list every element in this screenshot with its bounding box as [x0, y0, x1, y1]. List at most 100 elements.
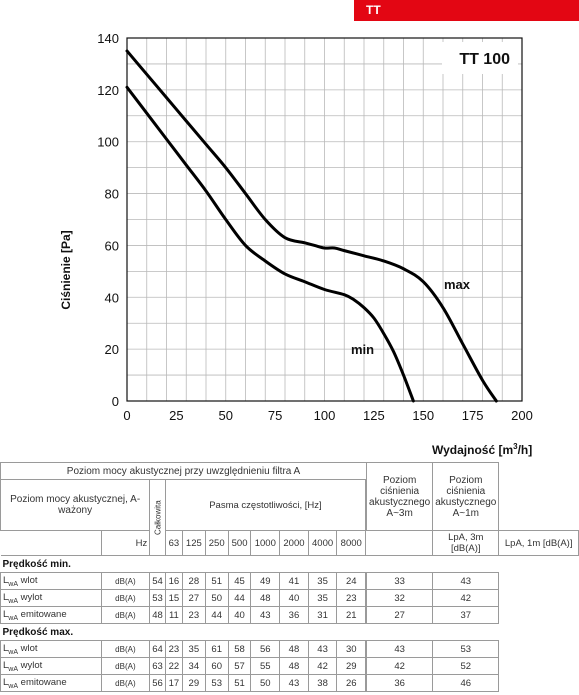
table-top-header: Poziom mocy akustycznej przy uwzględnien… — [0, 462, 368, 480]
band-value: 43 — [250, 606, 281, 624]
freq-125: 125 — [181, 530, 206, 556]
band-value: 26 — [336, 674, 367, 692]
pressure-3m-value: 43 — [366, 640, 434, 658]
table-row: LwA emitowane dB(A) 48 11 23 44 40 43 36 31 21 27 37 — [0, 606, 579, 624]
band-value: 31 — [307, 606, 338, 624]
band-value: 49 — [250, 572, 281, 590]
freq-2000: 2000 — [279, 530, 309, 556]
x-tick-label: 200 — [511, 408, 533, 423]
band-value: 43 — [307, 640, 338, 658]
table-row: LwA wlot dB(A) 64 23 35 61 58 56 48 43 30 43 53 — [0, 640, 579, 658]
pressure-1m-value: 43 — [432, 572, 500, 590]
acoustic-table: Poziom mocy akustycznej przy uwzględnien… — [0, 462, 579, 692]
band-value: 48 — [279, 657, 309, 675]
band-value: 38 — [307, 674, 338, 692]
band-value: 41 — [279, 572, 309, 590]
band-value: 55 — [250, 657, 281, 675]
band-value: 50 — [250, 674, 281, 692]
band-value: 53 — [204, 674, 229, 692]
band-value: 11 — [164, 606, 183, 624]
chart-title: TT 100 — [459, 51, 510, 68]
pressure-3m-value: 33 — [366, 572, 434, 590]
pressure-1m-value: 52 — [432, 657, 500, 675]
band-value: 40 — [227, 606, 252, 624]
y-tick-label: 120 — [97, 83, 119, 98]
table-row: LwA wylot dB(A) 53 15 27 50 44 48 40 35 23 32 42 — [0, 589, 579, 607]
row-unit: dB(A) — [100, 572, 151, 590]
product-tag: TT — [354, 0, 579, 21]
x-tick-label: 175 — [462, 408, 484, 423]
section-title: Prędkość max. — [0, 623, 499, 641]
row-label-text: emitowane — [20, 608, 67, 620]
band-value: 23 — [181, 606, 206, 624]
x-tick-label: 25 — [169, 408, 183, 423]
series-line-max — [125, 49, 498, 403]
x-axis-label: Wydajność [m3/h] — [432, 442, 533, 457]
x-tick-label: 75 — [268, 408, 282, 423]
pressure-header-1m: Poziom ciśnienia akustycznego A~1m — [432, 462, 500, 531]
pressure-unit-3m: LpA, 3m [dB(A)] — [432, 530, 500, 556]
band-value: 23 — [336, 589, 367, 607]
band-value: 34 — [181, 657, 206, 675]
y-tick-label: 0 — [112, 394, 119, 409]
row-unit: dB(A) — [100, 606, 151, 624]
row-label-text: wlot — [20, 574, 38, 586]
freq-1000: 1000 — [250, 530, 281, 556]
x-tick-label: 50 — [219, 408, 233, 423]
series-label-min: min — [351, 342, 374, 357]
row-total: 48 — [149, 606, 166, 624]
total-header: Całkowita — [149, 479, 166, 556]
y-tick-label: 140 — [97, 31, 119, 46]
pressure-1m-value: 37 — [432, 606, 500, 624]
freq-500: 500 — [227, 530, 252, 556]
chart-grid — [126, 37, 523, 402]
band-value: 45 — [227, 572, 252, 590]
band-value: 30 — [336, 640, 367, 658]
plot-frame — [126, 37, 523, 402]
band-value: 44 — [204, 606, 229, 624]
band-value: 35 — [181, 640, 206, 658]
band-value: 42 — [307, 657, 338, 675]
row-unit: dB(A) — [100, 640, 151, 658]
band-value: 23 — [164, 640, 183, 658]
band-value: 43 — [279, 674, 309, 692]
band-value: 60 — [204, 657, 229, 675]
x-tick-label: 125 — [363, 408, 385, 423]
band-value: 51 — [227, 674, 252, 692]
x-tick-label: 100 — [314, 408, 336, 423]
band-value: 28 — [181, 572, 206, 590]
freq-63: 63 — [164, 530, 183, 556]
row-total: 54 — [149, 572, 166, 590]
pressure-3m-value: 32 — [366, 589, 434, 607]
band-value: 61 — [204, 640, 229, 658]
row-total: 56 — [149, 674, 166, 692]
y-tick-label: 100 — [97, 135, 119, 150]
band-value: 58 — [227, 640, 252, 658]
y-tick-label: 60 — [105, 238, 119, 253]
hz-label: Hz — [100, 530, 151, 556]
band-header: Pasma częstotliwości, [Hz] — [164, 479, 367, 531]
section-title: Prędkość min. — [0, 555, 499, 573]
row-unit: dB(A) — [100, 589, 151, 607]
band-value: 56 — [250, 640, 281, 658]
band-value: 22 — [164, 657, 183, 675]
row-label: LwA wlot — [0, 572, 102, 590]
y-axis-label: Ciśnienie [Pa] — [59, 230, 73, 309]
band-value: 21 — [336, 606, 367, 624]
x-tick-label: 150 — [412, 408, 434, 423]
band-value: 17 — [164, 674, 183, 692]
band-value: 27 — [181, 589, 206, 607]
band-value: 48 — [279, 640, 309, 658]
x-tick-label: 0 — [123, 408, 130, 423]
pressure-3m-value: 36 — [366, 674, 434, 692]
row-label: LwA wlot — [0, 640, 102, 658]
row-total: 63 — [149, 657, 166, 675]
band-value: 44 — [227, 589, 252, 607]
series-label-max: max — [444, 277, 471, 292]
row-total: 53 — [149, 589, 166, 607]
pressure-1m-value: 46 — [432, 674, 500, 692]
row-label-text: wylot — [20, 659, 43, 671]
pressure-3m-value: 27 — [366, 606, 434, 624]
row-unit: dB(A) — [100, 674, 151, 692]
table-row: LwA emitowane dB(A) 56 17 29 53 51 50 43 38 26 36 46 — [0, 674, 579, 692]
